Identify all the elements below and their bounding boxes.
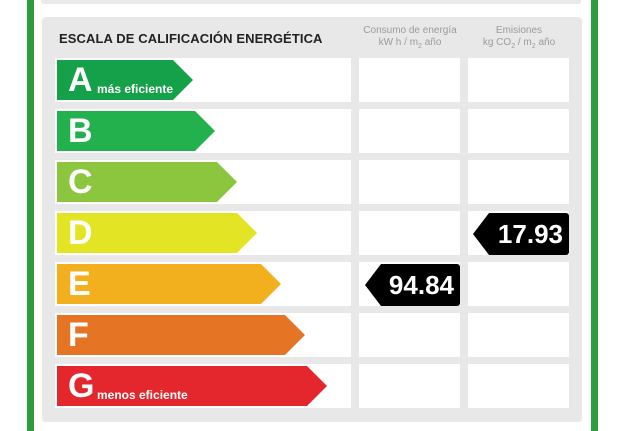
rating-arrow-d: D <box>57 213 257 253</box>
rating-arrow-e: E <box>57 264 281 304</box>
emissions-cell <box>468 109 569 153</box>
consumption-cell <box>359 109 460 153</box>
rating-caption: menos eficiente <box>97 388 188 402</box>
scale-cell: D <box>55 211 351 255</box>
scale-cell: F <box>55 313 351 357</box>
emissions-value: 17.93 <box>497 219 563 249</box>
rating-letter: E <box>68 265 91 303</box>
emissions-header-line1: Emisiones <box>495 25 543 36</box>
consumption-cell <box>359 58 460 102</box>
emissions-cell: 17.93 <box>468 211 569 255</box>
emissions-column-header: Emisiones kg CO2 / m2 año <box>464 25 574 53</box>
rating-letter: G <box>68 367 95 405</box>
scale-cell: C <box>55 160 351 204</box>
top-panel-edge <box>41 0 581 4</box>
rating-row-e: E 94.84 <box>55 262 570 306</box>
rating-letter: F <box>68 316 89 354</box>
rating-row-c: C <box>55 160 570 204</box>
scale-title: ESCALA DE CALIFICACIÓN ENERGÉTICA <box>59 31 323 46</box>
rating-letter: A <box>68 61 93 99</box>
consumption-cell <box>359 364 460 408</box>
rating-row-f: F <box>55 313 570 357</box>
scale-cell: B <box>55 109 351 153</box>
rating-arrow-f: F <box>57 315 305 355</box>
consumption-cell: 94.84 <box>359 262 460 306</box>
rating-letter: C <box>68 163 93 201</box>
rating-letter: D <box>68 214 93 252</box>
frame-border-right <box>591 0 598 431</box>
emissions-header-unit: kg CO2 / m2 año <box>482 37 556 50</box>
rating-letter: B <box>68 112 93 150</box>
consumption-cell <box>359 313 460 357</box>
consumption-cell <box>359 160 460 204</box>
frame-border-left <box>27 0 34 431</box>
emissions-cell <box>468 364 569 408</box>
rating-arrow-b: B <box>57 111 215 151</box>
scale-cell: E <box>55 262 351 306</box>
consumption-cell <box>359 211 460 255</box>
rating-row-d: D 17.93 <box>55 211 570 255</box>
consumption-value: 94.84 <box>388 270 454 300</box>
consumption-header-line1: Consumo de energía <box>363 25 457 36</box>
emissions-cell <box>468 160 569 204</box>
emissions-cell <box>468 262 569 306</box>
emissions-cell <box>468 313 569 357</box>
consumption-value-badge: 94.84 <box>365 264 460 306</box>
emissions-cell <box>468 58 569 102</box>
emissions-value-badge: 17.93 <box>473 213 569 255</box>
rating-caption: más eficiente <box>97 82 174 96</box>
consumption-header-unit: kW h / m2 año <box>378 37 442 50</box>
rating-row-b: B <box>55 109 570 153</box>
rating-arrow-c: C <box>57 162 237 202</box>
consumption-column-header: Consumo de energía kW h / m2 año <box>355 25 465 53</box>
